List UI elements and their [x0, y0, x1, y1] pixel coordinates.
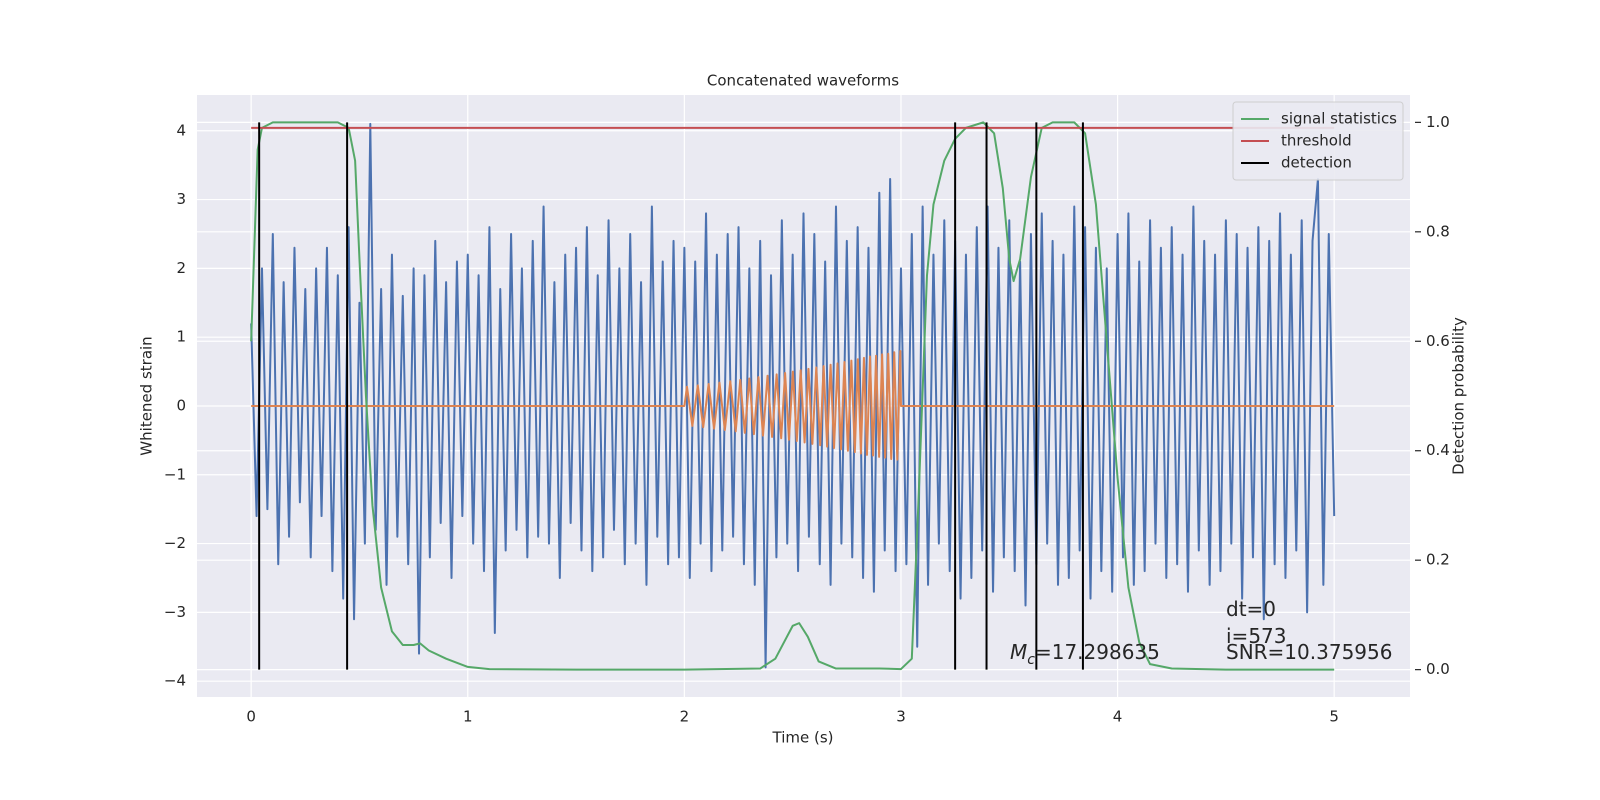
annotation-mass-value: =17.298635 [1035, 640, 1160, 664]
x-tick-label: 4 [1113, 708, 1123, 726]
legend-label: detection [1281, 154, 1352, 172]
y-tick-label: 4 [176, 121, 186, 139]
annotation-dt: dt=0 [1226, 597, 1276, 621]
y2-tick-label: 0.6 [1426, 332, 1450, 350]
y-tick-label: 3 [176, 190, 186, 208]
y2-tick-label: 0.4 [1426, 441, 1450, 459]
chart-title: Concatenated waveforms [707, 72, 899, 90]
y-tick-label: −4 [164, 672, 186, 690]
y-tick-label: −2 [164, 534, 186, 552]
y2-tick-label: 1.0 [1426, 113, 1450, 131]
y2-tick-label: 0.0 [1426, 660, 1450, 678]
y-axis-label: Whitened strain [138, 336, 156, 455]
legend-label: threshold [1281, 132, 1352, 150]
series-line [251, 349, 1335, 461]
y-tick-label: 1 [176, 328, 186, 346]
y2-tick-label: 0.2 [1426, 551, 1450, 569]
y-tick-label: −1 [164, 465, 186, 483]
x-tick-label: 1 [463, 708, 473, 726]
plot-area [197, 95, 1410, 697]
y-tick-label: 0 [176, 396, 186, 414]
annotation-index: i=573 [1226, 624, 1287, 648]
x-tick-label: 3 [896, 708, 906, 726]
axes: 0 1 2 3 4 5 −4 −3 −2 −1 0 1 2 3 4 0.0 0.2 0.4 0.6 0.8 1.0 [164, 113, 1450, 726]
x-tick-label: 5 [1329, 708, 1339, 726]
legend: signal statistics threshold detection [1232, 101, 1404, 181]
annotation-mass-symbol: M [1010, 640, 1027, 664]
y-tick-label: 2 [176, 259, 186, 277]
legend-box [1232, 101, 1404, 181]
annotation-snr: SNR=10.375956 [1226, 640, 1392, 664]
x-tick-label: 0 [246, 708, 256, 726]
annotation-mass: Mc=17.298635 [1010, 640, 1160, 668]
plot [250, 121, 1336, 671]
y2-tick-label: 0.8 [1426, 222, 1450, 240]
legend-label: signal statistics [1281, 110, 1397, 128]
y-tick-label: −3 [164, 603, 186, 621]
series-line [250, 121, 1335, 671]
x-tick-label: 2 [680, 708, 690, 726]
annotation-mass-subscript: c [1027, 652, 1035, 668]
y2-axis-label: Detection probability [1450, 317, 1468, 475]
x-axis-label: Time (s) [772, 729, 834, 747]
series-line [250, 122, 1336, 669]
